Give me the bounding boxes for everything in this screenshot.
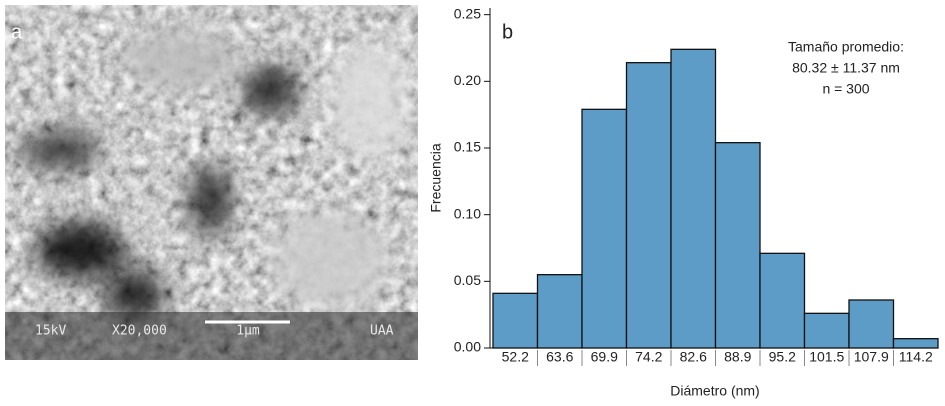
x-tick-label: 114.2 — [899, 349, 933, 365]
bar — [627, 63, 672, 348]
bar — [894, 339, 939, 348]
figure: a 15kV X20,000 1µm UAA b Tamaño promedio… — [0, 0, 945, 401]
sem-image — [5, 5, 418, 360]
bar — [760, 253, 805, 348]
bar — [582, 109, 627, 348]
x-tick-label: 82.6 — [680, 349, 707, 365]
y-axis-label: Frecuencia — [428, 143, 444, 212]
panel-label: a — [11, 21, 23, 43]
overlay-text: 1µm — [236, 324, 260, 339]
overlay-text: UAA — [370, 324, 394, 339]
x-tick-label: 63.6 — [546, 349, 573, 365]
bar — [849, 300, 894, 348]
x-tick-label: 101.5 — [809, 349, 844, 365]
bar — [493, 293, 538, 348]
x-tick-label: 74.2 — [635, 349, 662, 365]
panel-label: b — [502, 21, 513, 43]
y-tick-label: 0.15 — [454, 139, 481, 155]
x-tick-label: 69.9 — [591, 349, 618, 365]
bar — [805, 313, 850, 348]
bar — [671, 49, 716, 348]
x-tick-label: 107.9 — [854, 349, 889, 365]
x-axis-label: Diámetro (nm) — [670, 383, 759, 399]
bar — [538, 275, 583, 348]
x-tick-label: 88.9 — [724, 349, 751, 365]
annotation: Tamaño promedio: — [788, 39, 904, 55]
x-tick-label: 52.2 — [502, 349, 529, 365]
y-tick-label: 0.10 — [454, 205, 481, 221]
bar — [716, 143, 761, 348]
overlay-text: X20,000 — [112, 324, 167, 339]
y-tick-label: 0.00 — [454, 339, 481, 355]
y-tick-label: 0.05 — [454, 272, 481, 288]
y-tick-label: 0.20 — [454, 72, 481, 88]
x-tick-label: 95.2 — [769, 349, 796, 365]
annotation: n = 300 — [822, 81, 869, 97]
annotation: 80.32 ± 11.37 nm — [792, 60, 900, 76]
overlay-text: 15kV — [35, 324, 66, 339]
y-tick-label: 0.25 — [454, 5, 481, 21]
